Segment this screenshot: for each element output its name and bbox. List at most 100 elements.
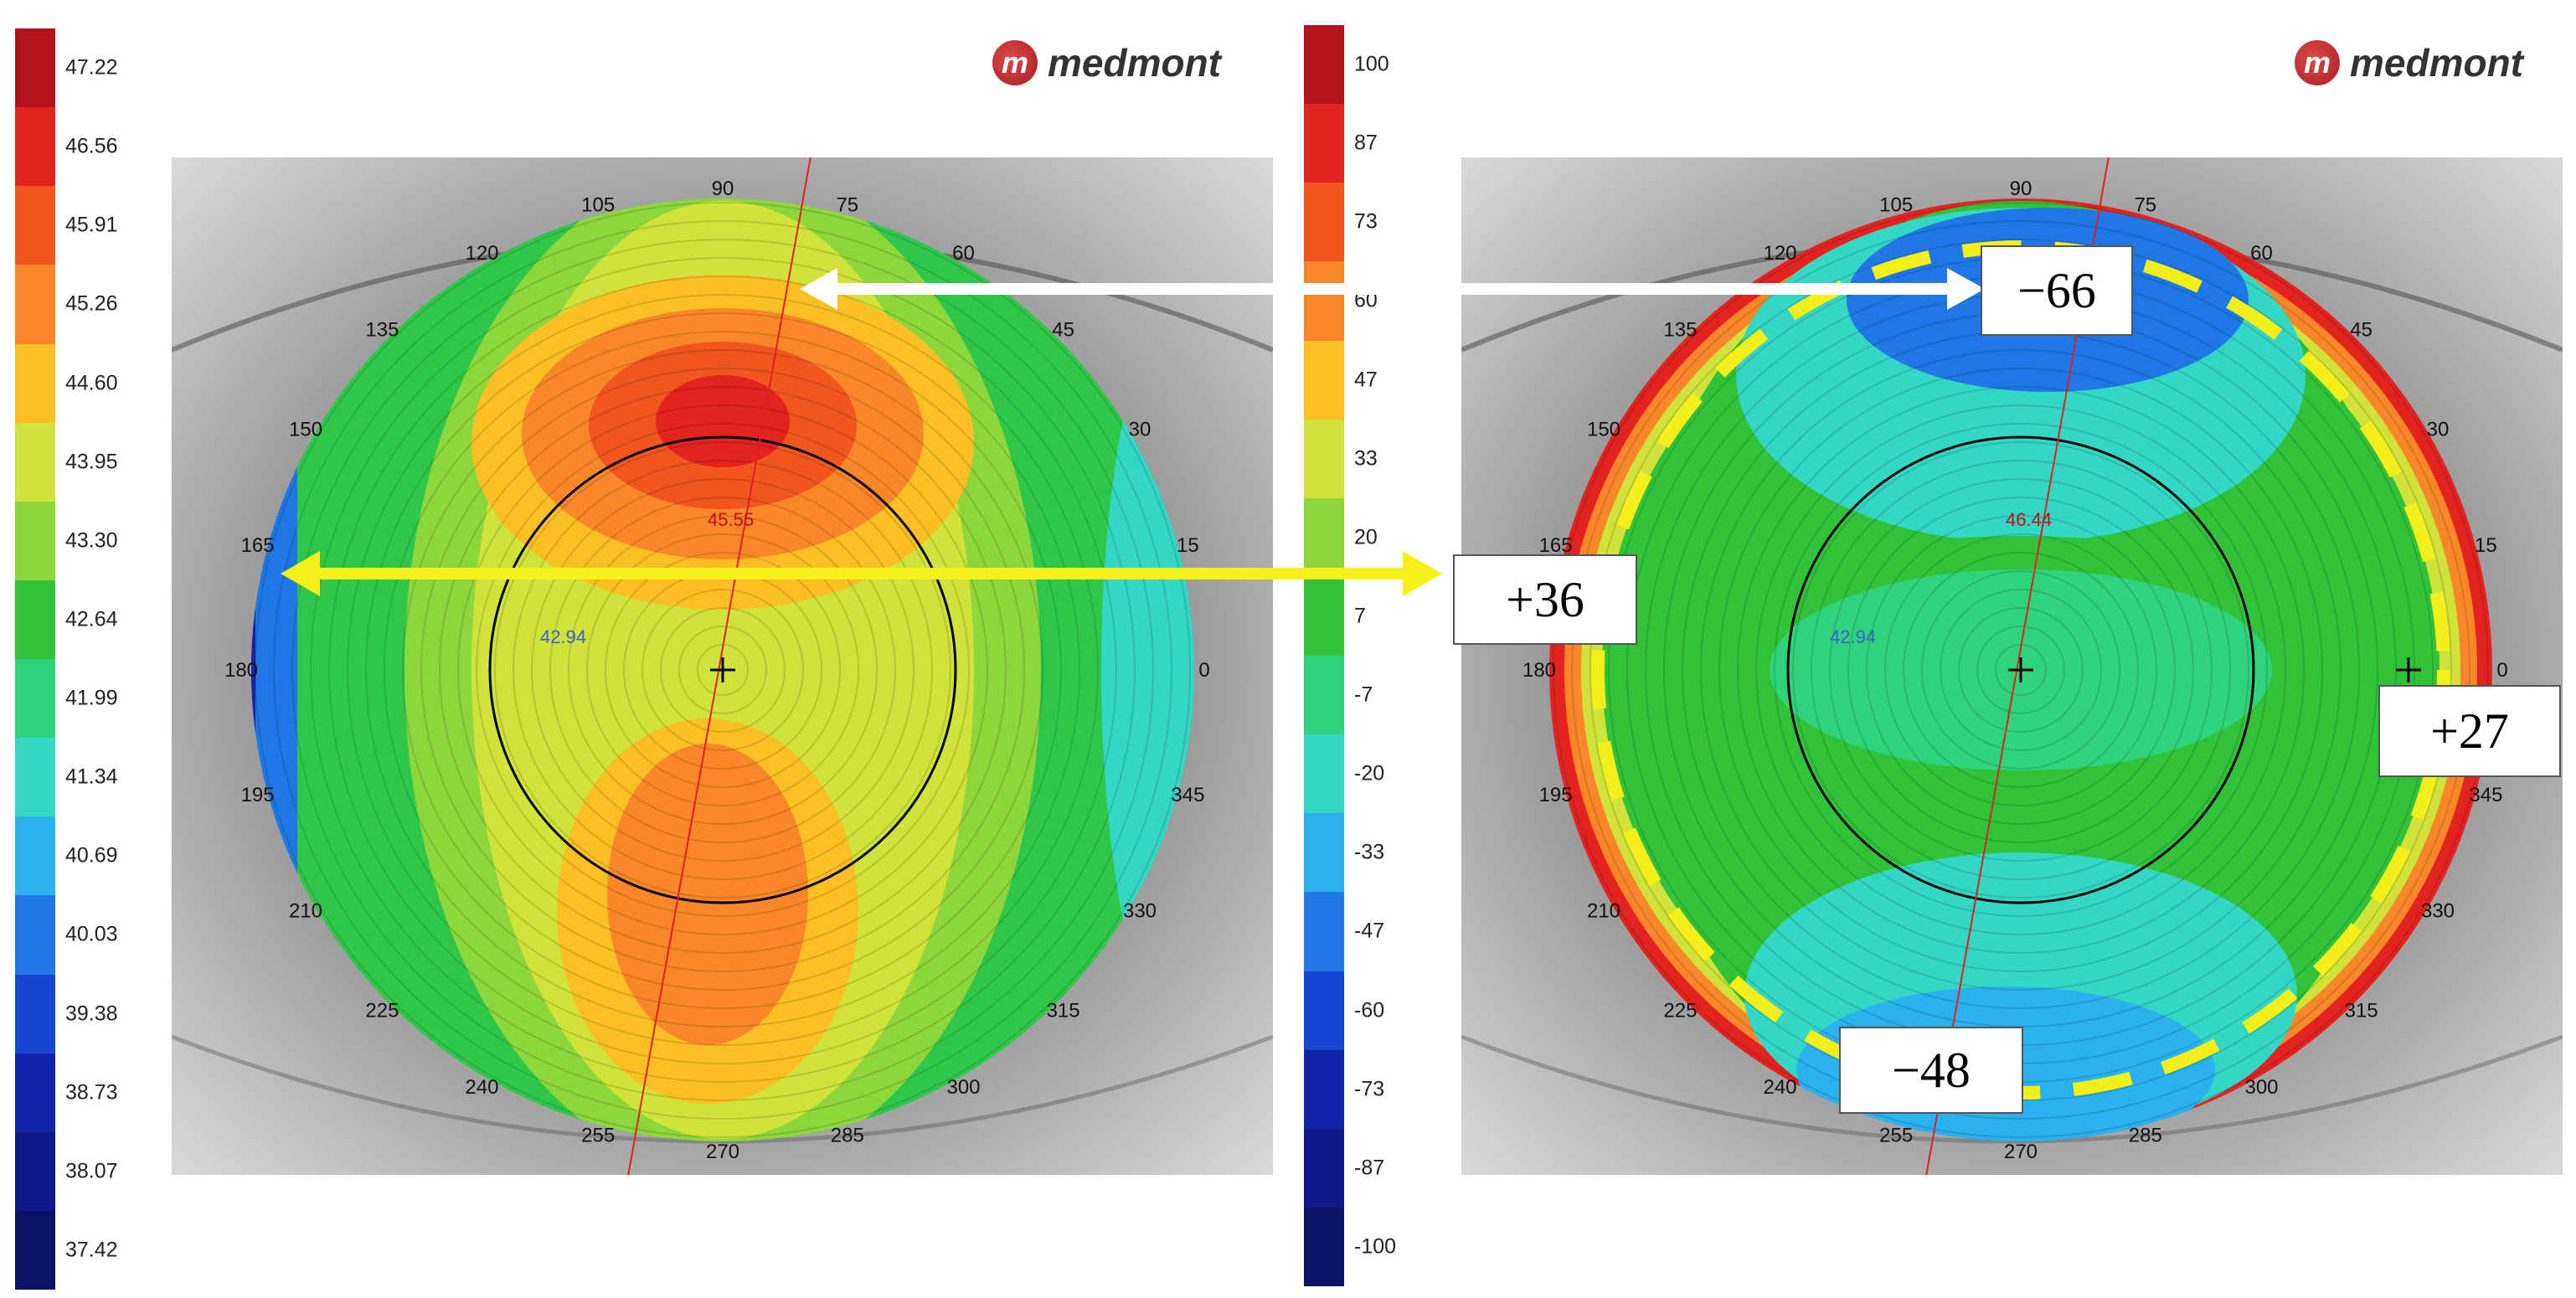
legend-swatch xyxy=(1304,892,1344,971)
legend-swatch xyxy=(15,738,55,817)
angle-label: 165 xyxy=(241,534,275,557)
legend-swatch xyxy=(15,186,55,265)
legend-swatch xyxy=(15,422,55,502)
legend-row: 39.38 xyxy=(15,974,183,1053)
legend-row: -7 xyxy=(1304,656,1471,735)
angle-label: 150 xyxy=(289,419,322,441)
legend-swatch xyxy=(15,501,55,580)
angle-label: 210 xyxy=(1587,900,1620,923)
medmont-logo-icon: m xyxy=(992,40,1038,85)
legend-label: 73 xyxy=(1354,209,1378,234)
angle-label: 345 xyxy=(1171,784,1204,806)
angle-label: 120 xyxy=(465,242,498,265)
legend-row: 40.03 xyxy=(15,895,183,975)
angle-label: 300 xyxy=(2244,1076,2278,1099)
right-corneal-map: 42.94 46.44 0 15 30 45 60 75 90 105 120 135 150 165… xyxy=(1461,157,2563,1175)
legend-label: 33 xyxy=(1354,446,1378,471)
legend-label: -100 xyxy=(1354,1234,1397,1259)
angle-label: 15 xyxy=(2475,534,2497,557)
angle-label: 165 xyxy=(1539,534,1573,557)
angle-label: 60 xyxy=(952,242,975,265)
angle-label: 30 xyxy=(2427,419,2450,441)
legend-swatch xyxy=(1304,656,1344,735)
angle-label: 105 xyxy=(1879,194,1913,217)
angle-label: 300 xyxy=(946,1076,980,1099)
left-top-value: 45.55 xyxy=(708,509,754,530)
callout-bottom: −48 xyxy=(1839,1027,2023,1114)
angle-label: 345 xyxy=(2469,784,2502,806)
right-medmont-logo: m medmont xyxy=(2295,40,2523,85)
callout-left: +36 xyxy=(1453,554,1637,645)
legend-swatch xyxy=(1304,971,1344,1050)
legend-label: 44.60 xyxy=(65,371,118,395)
legend-row: 33 xyxy=(1304,419,1471,498)
legend-swatch xyxy=(15,579,55,659)
legend-label: -20 xyxy=(1354,761,1385,785)
angle-label: 195 xyxy=(1539,784,1573,806)
legend-label: 43.30 xyxy=(65,528,118,553)
angle-label: 180 xyxy=(224,659,258,682)
legend-swatch xyxy=(15,659,55,739)
legend-label: -7 xyxy=(1354,682,1373,707)
angle-label: 240 xyxy=(465,1076,498,1099)
legend-swatch xyxy=(1304,25,1344,105)
legend-row: 41.34 xyxy=(15,738,183,817)
legend-label: 38.07 xyxy=(65,1159,118,1183)
legend-label: 7 xyxy=(1354,604,1366,628)
legend-row: 43.95 xyxy=(15,422,183,502)
legend-row: -60 xyxy=(1304,971,1471,1050)
angle-label: 330 xyxy=(1123,900,1157,923)
angle-label: 135 xyxy=(1663,318,1697,341)
legend-row: -87 xyxy=(1304,1128,1471,1208)
legend-swatch xyxy=(15,1053,55,1132)
legend-row: 7 xyxy=(1304,576,1471,656)
legend-label: -60 xyxy=(1354,998,1385,1022)
angle-label: 150 xyxy=(1587,419,1620,441)
legend-row: 41.99 xyxy=(15,659,183,739)
legend-swatch xyxy=(1304,104,1344,183)
angle-label: 0 xyxy=(1198,659,1209,682)
legend-swatch xyxy=(15,1210,55,1290)
medmont-logo-icon: m xyxy=(2295,40,2340,85)
angle-label: 270 xyxy=(706,1141,739,1163)
logo-text: medmont xyxy=(2350,41,2523,85)
legend-label: -47 xyxy=(1354,919,1385,943)
right-center-value: 42.94 xyxy=(1830,626,1876,647)
legend-label: 46.56 xyxy=(65,134,118,158)
angle-label: 195 xyxy=(241,784,275,806)
legend-label: 42.64 xyxy=(65,607,118,631)
legend-row: 73 xyxy=(1304,183,1471,262)
right-corneal-map-svg: 42.94 46.44 0 15 30 45 60 75 90 105 120 135 150 165… xyxy=(1461,157,2563,1175)
legend-swatch xyxy=(15,343,55,423)
legend-swatch xyxy=(1304,813,1344,893)
logo-text: medmont xyxy=(1048,41,1221,85)
angle-label: 315 xyxy=(1047,1000,1080,1022)
angle-label: 105 xyxy=(581,194,615,217)
angle-label: 180 xyxy=(1522,659,1556,682)
left-corneal-map: 42.94 45.55 0 15 30 45 60 75 90 105 120 135 150 165… xyxy=(172,157,1273,1175)
legend-row: 20 xyxy=(1304,497,1471,577)
legend-swatch xyxy=(1304,734,1344,814)
legend-swatch xyxy=(15,974,55,1053)
legend-swatch xyxy=(1304,1207,1344,1286)
legend-swatch xyxy=(1304,261,1344,341)
angle-label: 0 xyxy=(2496,659,2507,682)
legend-row: 44.60 xyxy=(15,343,183,423)
legend-row: 47.22 xyxy=(15,28,183,108)
yellow-arrow xyxy=(281,551,1442,596)
legend-row: 100 xyxy=(1304,25,1471,105)
legend-row: -33 xyxy=(1304,813,1471,893)
angle-label: 45 xyxy=(1052,318,1074,341)
legend-label: -33 xyxy=(1354,840,1385,864)
legend-row: -100 xyxy=(1304,1207,1471,1286)
legend-row: 38.73 xyxy=(15,1053,183,1132)
angle-label: 255 xyxy=(581,1124,615,1146)
angle-label: 135 xyxy=(365,318,399,341)
legend-label: 87 xyxy=(1354,131,1378,155)
callout-right: +27 xyxy=(2378,685,2561,777)
left-medmont-logo: m medmont xyxy=(992,40,1221,85)
angle-label: 30 xyxy=(1129,419,1151,441)
angle-label: 285 xyxy=(2129,1124,2162,1146)
legend-swatch xyxy=(15,28,55,108)
